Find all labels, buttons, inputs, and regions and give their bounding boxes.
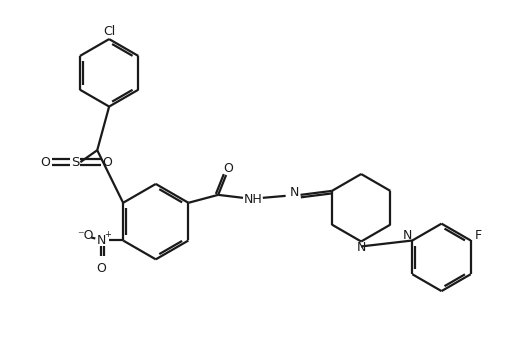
Text: S: S [71, 156, 79, 169]
Text: NH: NH [243, 193, 262, 206]
Text: ⁻O: ⁻O [77, 229, 93, 242]
Text: N: N [96, 234, 106, 247]
Text: Cl: Cl [103, 25, 115, 38]
Text: O: O [223, 161, 233, 175]
Text: O: O [102, 156, 112, 169]
Text: N: N [289, 186, 298, 199]
Text: +: + [104, 230, 111, 239]
Text: F: F [474, 229, 481, 242]
Text: N: N [402, 229, 411, 242]
Text: O: O [96, 262, 106, 275]
Text: N: N [356, 241, 365, 254]
Text: O: O [40, 156, 50, 169]
